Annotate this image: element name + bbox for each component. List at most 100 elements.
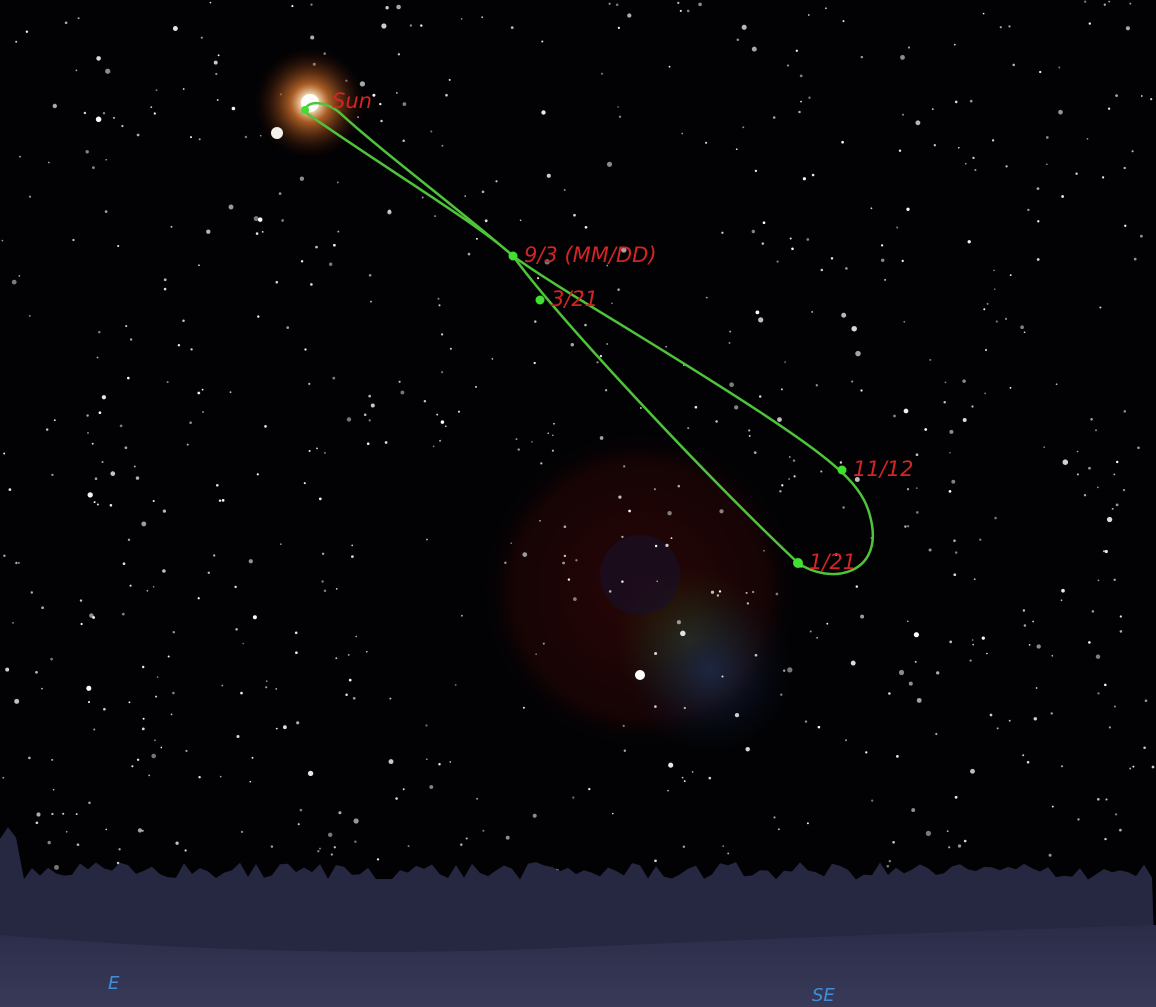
star [153, 500, 155, 502]
star [994, 288, 996, 290]
star [1024, 624, 1027, 627]
star [322, 553, 324, 555]
star [202, 389, 204, 391]
star [1009, 720, 1011, 722]
star [103, 708, 106, 711]
star [94, 501, 96, 503]
star [826, 623, 828, 625]
star [253, 615, 257, 619]
star [72, 239, 74, 241]
star [1114, 705, 1116, 707]
star [511, 26, 514, 29]
star [396, 92, 398, 94]
star [623, 725, 625, 727]
star [1098, 580, 1100, 582]
star [18, 562, 20, 564]
star [380, 120, 383, 123]
star [1084, 494, 1086, 496]
star [148, 774, 150, 776]
star [168, 655, 170, 657]
star [993, 270, 995, 272]
star [372, 94, 375, 97]
star [118, 848, 120, 850]
star [214, 61, 218, 65]
star [424, 400, 426, 402]
star [727, 852, 729, 854]
star [97, 357, 99, 359]
star [1124, 410, 1127, 413]
star [482, 191, 485, 194]
star [564, 189, 566, 191]
star [600, 355, 602, 357]
star [217, 99, 219, 101]
star [436, 414, 438, 416]
star [36, 812, 40, 816]
star [377, 858, 379, 860]
star [884, 279, 886, 281]
star [96, 56, 101, 61]
star [1000, 26, 1002, 28]
star [304, 348, 306, 350]
star [1010, 274, 1012, 276]
star [1124, 167, 1126, 169]
star [402, 139, 405, 142]
star [310, 283, 313, 286]
star [310, 35, 314, 39]
star [455, 684, 457, 686]
star [36, 821, 39, 824]
star [951, 480, 955, 484]
star [18, 275, 20, 277]
star [495, 180, 497, 182]
star [971, 405, 973, 407]
star [420, 24, 422, 26]
star [441, 145, 443, 147]
star [541, 41, 543, 43]
star [1141, 95, 1143, 97]
star [379, 103, 381, 105]
star [654, 652, 657, 655]
star [235, 628, 237, 630]
analemma-marker [509, 252, 518, 261]
star [433, 446, 435, 448]
star [899, 670, 904, 675]
star [1145, 699, 1148, 702]
star [333, 244, 336, 247]
star [92, 166, 95, 169]
star [309, 450, 311, 452]
star [949, 452, 951, 454]
star [1037, 644, 1041, 648]
lens-flare [600, 535, 680, 615]
star [924, 428, 927, 431]
star [215, 73, 217, 75]
star [601, 73, 603, 75]
star [171, 714, 173, 716]
star [902, 260, 904, 262]
star [321, 580, 323, 582]
star [618, 495, 621, 498]
star [1029, 644, 1031, 646]
star [1107, 517, 1112, 522]
star [1150, 98, 1152, 100]
star [1116, 504, 1119, 507]
star [1152, 766, 1155, 769]
star [908, 46, 910, 48]
star [426, 758, 428, 760]
star [990, 714, 993, 717]
star [571, 343, 574, 346]
star [831, 257, 833, 259]
star [264, 425, 267, 428]
star [600, 436, 604, 440]
star [811, 311, 813, 313]
star [1046, 163, 1048, 165]
star [964, 840, 967, 843]
star [763, 221, 766, 224]
star [15, 41, 17, 43]
star [972, 157, 974, 159]
star [127, 377, 130, 380]
star [125, 446, 128, 449]
star [410, 24, 412, 26]
star [851, 380, 853, 382]
star [240, 692, 243, 695]
star [763, 550, 765, 552]
star [547, 432, 549, 434]
